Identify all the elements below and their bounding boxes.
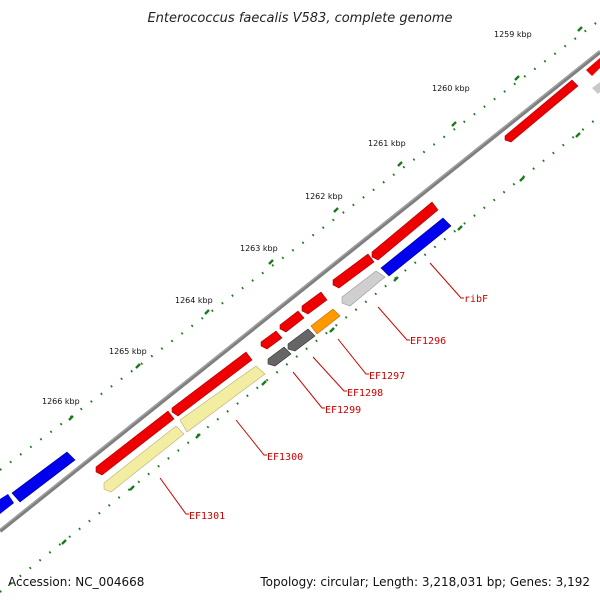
- inner-major-tick: [329, 327, 335, 333]
- leader-EF1298: [312, 356, 347, 392]
- outer-major-tick: [397, 161, 403, 167]
- inner-major-tick: [61, 539, 67, 545]
- outer-major-tick: [268, 259, 274, 265]
- gene-feature-forward: [332, 253, 375, 289]
- genome-backbone-highlight: [0, 50, 600, 530]
- genome-summary-text: Topology: circular; Length: 3,218,031 bp…: [259, 575, 590, 589]
- outer-major-tick: [333, 207, 339, 213]
- gene-feature-EF1298: [287, 328, 316, 352]
- scale-labels: 1259 kbp 1260 kbp 1261 kbp 1262 kbp 1263…: [42, 30, 532, 406]
- inner-major-tick: [195, 433, 201, 439]
- scale-label-1264: 1264 kbp: [175, 296, 213, 305]
- forward-strand-genes: [95, 58, 600, 476]
- gene-label-EF1300: EF1300: [267, 452, 303, 463]
- gene-feature-forward: [279, 310, 305, 333]
- outer-major-tick: [204, 309, 210, 315]
- scale-label-1266: 1266 kbp: [42, 397, 80, 406]
- leader-EF1300: [235, 419, 267, 456]
- label-leaders: [159, 262, 464, 515]
- outer-major-tick: [451, 121, 457, 127]
- gene-feature-ribF: [380, 217, 452, 277]
- scale-label-1259: 1259 kbp: [494, 30, 532, 39]
- outer-major-tick: [577, 26, 583, 32]
- gene-feature-EF1300: [179, 365, 266, 433]
- gene-feature-reverse: [11, 451, 76, 503]
- leader-ribF: [429, 262, 464, 299]
- scale-label-1260: 1260 kbp: [432, 84, 470, 93]
- map-title: Enterococcus faecalis V583, complete gen…: [147, 11, 452, 26]
- gene-feature-forward: [301, 291, 328, 315]
- genome-backbone: [0, 50, 600, 533]
- outer-major-tick: [135, 363, 141, 369]
- gene-feature-reverse: [0, 494, 14, 514]
- gene-feature-EF1299: [267, 346, 292, 367]
- inner-major-tick: [393, 276, 399, 282]
- gene-label-EF1299: EF1299: [325, 405, 361, 416]
- gene-label-EF1298: EF1298: [347, 388, 383, 399]
- scale-label-1265: 1265 kbp: [109, 347, 147, 356]
- reverse-strand-genes: [0, 82, 600, 514]
- gene-feature-forward: [371, 201, 439, 261]
- gene-feature-EF1297: [310, 308, 341, 335]
- gene-label-EF1297: EF1297: [369, 371, 405, 382]
- gene-feature-forward: [504, 79, 579, 143]
- gene-feature-forward: [586, 58, 600, 76]
- outer-major-tick: [514, 75, 520, 81]
- gene-feature-forward: [171, 351, 253, 417]
- inner-scale-dots: [0, 115, 600, 593]
- outer-major-tick: [68, 415, 74, 421]
- inner-scale-ring: [0, 115, 600, 593]
- scale-label-1262: 1262 kbp: [305, 192, 343, 201]
- leader-EF1301: [159, 477, 189, 515]
- outer-scale-ring: [0, 19, 600, 471]
- inner-major-tick: [575, 132, 581, 138]
- inner-major-tick: [519, 176, 525, 182]
- leader-EF1296: [377, 306, 410, 341]
- inner-major-tick: [457, 225, 463, 231]
- leader-EF1297: [337, 338, 369, 375]
- gene-label-group: ribF EF1296 EF1297 EF1298 EF1299 EF1300 …: [189, 294, 488, 522]
- inner-major-tick: [129, 485, 135, 491]
- gene-label-EF1301: EF1301: [189, 511, 225, 522]
- outer-scale-dots: [0, 19, 600, 471]
- gene-feature-forward: [95, 410, 175, 476]
- accession-text: Accession: NC_004668: [8, 575, 144, 589]
- scale-label-1263: 1263 kbp: [240, 244, 278, 253]
- leader-EF1299: [292, 371, 325, 409]
- gene-feature-EF1296: [341, 270, 386, 307]
- gene-feature-forward: [260, 330, 283, 350]
- gene-label-ribF: ribF: [464, 294, 488, 305]
- gene-label-EF1296: EF1296: [410, 336, 446, 347]
- scale-label-1261: 1261 kbp: [368, 139, 406, 148]
- gene-feature-EF1301: [103, 425, 185, 493]
- inner-major-tick: [261, 380, 267, 386]
- gene-feature-reverse: [592, 82, 600, 94]
